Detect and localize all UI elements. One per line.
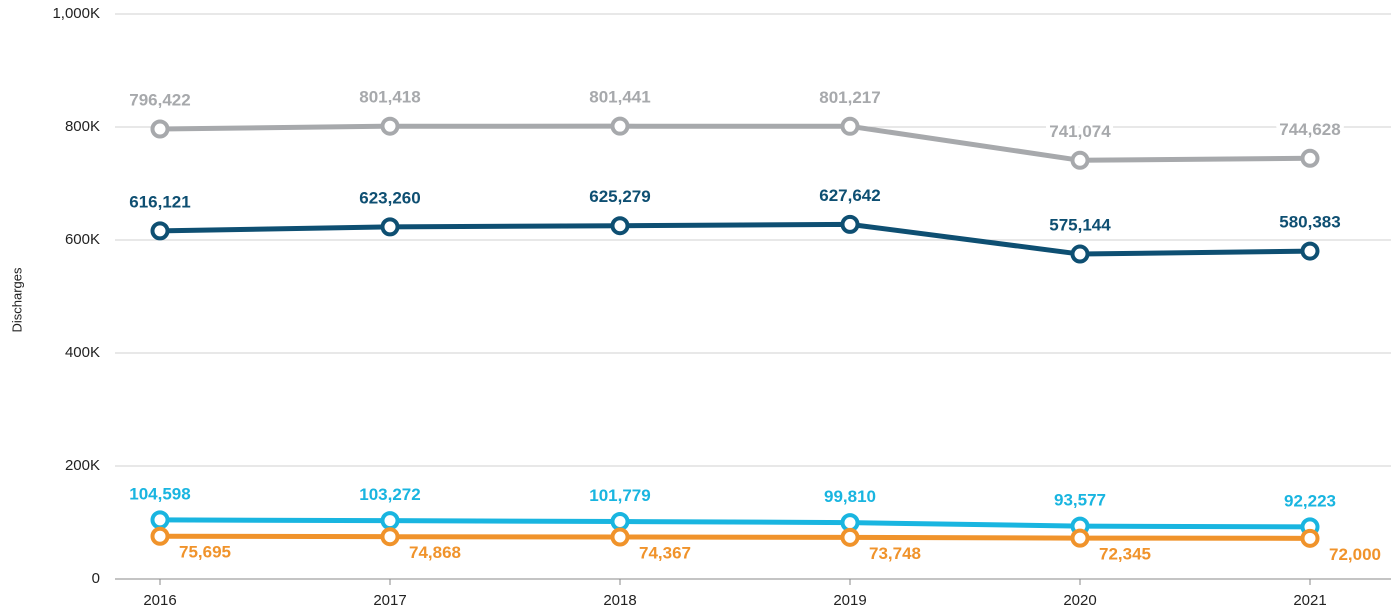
series-line	[159, 533, 1311, 541]
series-line	[159, 221, 1311, 257]
y-tick-label: 400K	[65, 344, 100, 361]
y-tick-label: 0	[92, 570, 100, 587]
data-label: 623,260	[359, 188, 420, 207]
series-line	[159, 517, 1311, 530]
y-tick-label: 600K	[65, 231, 100, 248]
data-label: 796,422	[129, 91, 190, 110]
data-label: 103,272	[359, 485, 420, 504]
point	[610, 511, 630, 531]
data-label: 801,418	[359, 88, 420, 107]
x-tick-label: 2020	[1063, 592, 1096, 609]
y-axis-label: Discharges	[9, 267, 24, 333]
point	[1070, 244, 1090, 264]
data-label: 74,868	[409, 543, 461, 562]
point	[610, 116, 630, 136]
data-label: 580,383	[1279, 213, 1340, 232]
point	[150, 119, 170, 139]
x-tick-label: 2021	[1293, 592, 1326, 609]
data-label: 75,695	[179, 543, 231, 562]
data-label: 625,279	[589, 187, 650, 206]
series-line	[159, 123, 1311, 163]
point	[150, 510, 170, 530]
x-tick-label: 2019	[833, 592, 866, 609]
data-label: 616,121	[129, 192, 190, 211]
data-label: 73,748	[869, 544, 921, 563]
data-label: 72,345	[1099, 545, 1151, 564]
point	[150, 526, 170, 546]
data-label: 575,144	[1049, 216, 1111, 235]
point	[840, 527, 860, 547]
y-tick-label: 200K	[65, 457, 100, 474]
data-label: 101,779	[589, 486, 650, 505]
point	[1300, 148, 1320, 168]
data-label: 92,223	[1284, 491, 1336, 510]
y-tick-label: 800K	[65, 118, 100, 135]
point	[380, 527, 400, 547]
point	[610, 527, 630, 547]
point	[1300, 528, 1320, 548]
point	[380, 511, 400, 531]
data-label: 741,074	[1049, 122, 1111, 141]
y-tick-label: 1,000K	[52, 5, 100, 22]
x-tick-label: 2018	[603, 592, 636, 609]
point	[1070, 528, 1090, 548]
data-label: 104,598	[129, 484, 190, 503]
point	[150, 221, 170, 241]
point	[1300, 241, 1320, 261]
data-label: 99,810	[824, 487, 876, 506]
point	[840, 214, 860, 234]
point	[840, 116, 860, 136]
x-tick-label: 2017	[373, 592, 406, 609]
x-tick-label: 2016	[143, 592, 176, 609]
data-label: 744,628	[1279, 120, 1340, 139]
data-label: 801,441	[589, 88, 650, 107]
point	[610, 216, 630, 236]
data-label: 74,367	[639, 543, 691, 562]
data-label: 93,577	[1054, 491, 1106, 510]
data-label: 801,217	[819, 88, 880, 107]
point	[380, 217, 400, 237]
point	[1070, 150, 1090, 170]
data-label: 627,642	[819, 186, 880, 205]
data-label: 72,000	[1329, 545, 1381, 564]
point	[380, 116, 400, 136]
